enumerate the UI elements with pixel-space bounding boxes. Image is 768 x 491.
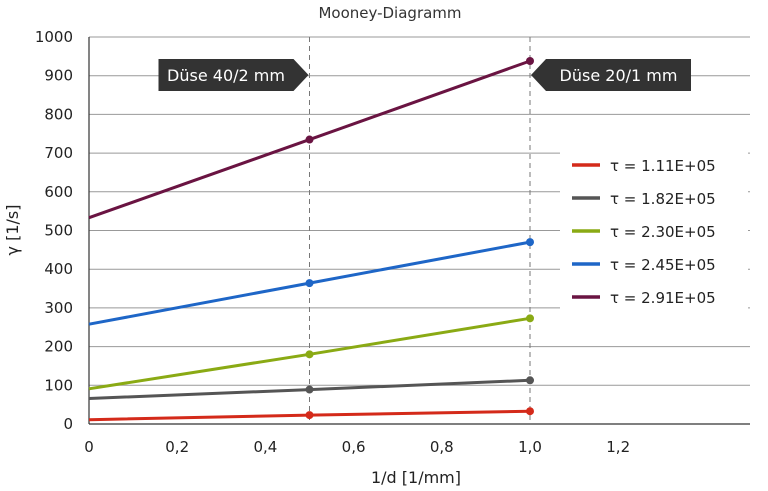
legend-label: τ = 1.11E+05 bbox=[610, 157, 716, 175]
y-tick-label: 600 bbox=[44, 183, 73, 201]
legend-label: τ = 2.45E+05 bbox=[610, 256, 716, 274]
y-tick-label: 400 bbox=[44, 260, 73, 278]
series-lines bbox=[88, 56, 534, 422]
x-tick-label: 1,2 bbox=[606, 438, 630, 456]
legend-label: τ = 2.91E+05 bbox=[610, 289, 716, 307]
x-tick-label: 0,8 bbox=[430, 438, 454, 456]
nozzle-tag-label: Düse 20/1 mm bbox=[560, 66, 678, 85]
nozzle-tag bbox=[158, 59, 309, 91]
x-tick-labels: 0 0,2 0,4 0,6 0,8 1,0 1,2 bbox=[84, 438, 630, 456]
x-tick-label: 0,4 bbox=[253, 438, 277, 456]
gridlines bbox=[89, 36, 750, 386]
reference-lines: Düse 40/2 mm Düse 20/1 mm bbox=[158, 37, 691, 424]
y-tick-label: 700 bbox=[44, 144, 73, 162]
legend: τ = 1.11E+05 τ = 1.82E+05 τ = 2.30E+05 τ = … bbox=[560, 147, 748, 317]
y-tick-label: 500 bbox=[44, 222, 73, 240]
data-point bbox=[526, 407, 534, 416]
data-point bbox=[526, 376, 534, 385]
data-point bbox=[305, 350, 314, 359]
y-tick-label: 900 bbox=[44, 67, 73, 85]
x-tick-label: 0,6 bbox=[342, 438, 366, 456]
data-point bbox=[526, 238, 534, 247]
y-tick-labels: 0 100 200 300 400 500 600 700 800 900 1000 bbox=[35, 28, 73, 433]
legend-label: τ = 2.30E+05 bbox=[610, 223, 716, 241]
x-tick-label: 0,2 bbox=[165, 438, 189, 456]
y-tick-label: 800 bbox=[44, 105, 73, 123]
chart-title: Mooney-Diagramm bbox=[318, 4, 461, 22]
x-tick-label: 1,0 bbox=[518, 438, 542, 456]
y-axis-label: γ [1/s] bbox=[3, 205, 22, 256]
nozzle-tag bbox=[531, 59, 691, 91]
y-tick-label: 0 bbox=[63, 415, 73, 433]
data-point bbox=[305, 135, 314, 144]
y-tick-label: 200 bbox=[44, 338, 73, 356]
x-tick-label: 0 bbox=[84, 438, 94, 456]
y-tick-label: 100 bbox=[44, 376, 73, 394]
data-point bbox=[526, 314, 534, 323]
nozzle-tag-label: Düse 40/2 mm bbox=[167, 66, 285, 85]
y-tick-label: 300 bbox=[44, 299, 73, 317]
data-point bbox=[305, 411, 314, 420]
legend-label: τ = 1.82E+05 bbox=[610, 190, 716, 208]
y-tick-label: 1000 bbox=[35, 28, 73, 46]
data-point bbox=[305, 385, 314, 394]
data-point bbox=[305, 279, 314, 288]
data-point bbox=[526, 56, 534, 65]
axes bbox=[88, 37, 750, 425]
x-axis-label: 1/d [1/mm] bbox=[371, 468, 461, 487]
